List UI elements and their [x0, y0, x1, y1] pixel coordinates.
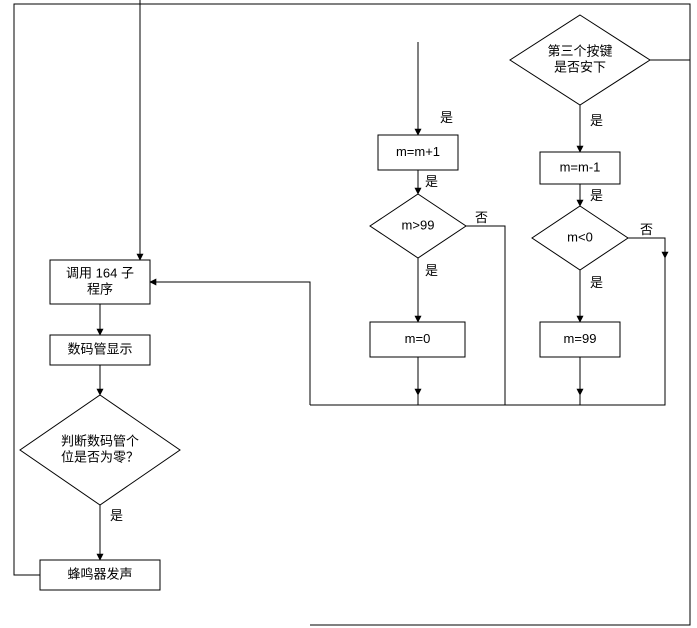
- node-text: 蜂鸣器发声: [67, 566, 132, 581]
- edge-merge_to_call: [150, 282, 310, 405]
- edge-mlt0_no_right: [628, 238, 665, 258]
- node-rect_m99: m=99: [540, 322, 620, 357]
- edge-merge_mid: [310, 395, 418, 405]
- node-text: 程序: [87, 281, 113, 296]
- edge-merge_right: [310, 395, 580, 405]
- label-l_yes_after_mplus: 是: [425, 174, 438, 189]
- label-l_yes_m99: 是: [425, 263, 438, 278]
- node-rect_m0: m=0: [370, 322, 465, 357]
- node-text: m<0: [567, 229, 593, 244]
- label-l_no_mlt0: 否: [640, 222, 653, 237]
- node-diamond_m99: m>99: [370, 194, 466, 258]
- node-text: 第三个按键: [547, 43, 612, 58]
- node-rect_display: 数码管显示: [50, 335, 150, 365]
- node-diamond_key3: 第三个按键是否安下: [510, 15, 650, 105]
- node-text: 判断数码管个: [61, 433, 139, 448]
- label-l_yes_key3: 是: [590, 113, 603, 128]
- node-text: m=m-1: [560, 159, 601, 174]
- node-rect_buzzer: 蜂鸣器发声: [40, 560, 160, 590]
- edge-m99_no_right: [310, 226, 505, 405]
- node-rect_mplus: m=m+1: [378, 135, 458, 170]
- label-l_yes_zero: 是: [110, 508, 123, 523]
- node-diamond_zero: 判断数码管个位是否为零？: [20, 395, 180, 505]
- node-rect_call164: 调用 164 子程序: [50, 260, 150, 304]
- node-rect_mminus: m=m-1: [540, 152, 620, 184]
- node-text: m>99: [402, 217, 435, 232]
- node-text: m=0: [405, 331, 431, 346]
- node-text: 位是否为零？: [61, 449, 139, 464]
- label-l_no_m99: 否: [475, 210, 488, 225]
- label-l_yes_mlt0: 是: [590, 275, 603, 290]
- node-text: 数码管显示: [67, 341, 132, 356]
- node-text: m=m+1: [396, 144, 440, 159]
- node-text: m=99: [564, 331, 597, 346]
- label-l_yes_mminus: 是: [590, 188, 603, 203]
- node-text: 是否安下: [554, 59, 606, 74]
- node-diamond_mlt0: m<0: [532, 206, 628, 270]
- node-text: 调用 164 子: [66, 265, 134, 280]
- label-l_yes_top_left: 是: [440, 110, 453, 125]
